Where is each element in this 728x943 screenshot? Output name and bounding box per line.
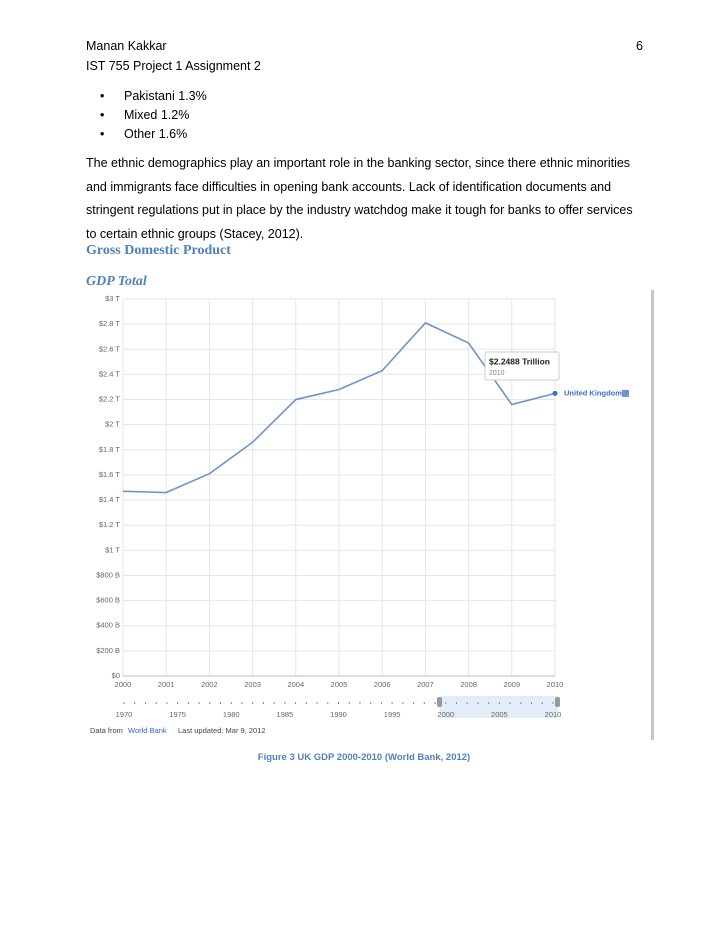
x-tick-label: 2010 bbox=[547, 680, 564, 689]
timeline-label: 2000 bbox=[437, 710, 454, 719]
timeline-label: 2010 bbox=[545, 710, 562, 719]
bullet-text: Pakistani 1.3% bbox=[124, 89, 207, 103]
x-tick-label: 2006 bbox=[374, 680, 391, 689]
y-tick-label: $400 B bbox=[96, 621, 120, 630]
timeline-handle bbox=[555, 697, 560, 707]
timeline-label: 1970 bbox=[116, 710, 133, 719]
y-tick-label: $2.8 T bbox=[99, 319, 121, 328]
x-tick-label: 2002 bbox=[201, 680, 218, 689]
heading: Gross Domestic Product bbox=[86, 243, 231, 258]
timeline-label: 1990 bbox=[330, 710, 347, 719]
bullet-text: Other 1.6% bbox=[124, 127, 188, 141]
subheading: GDP Total bbox=[86, 274, 147, 289]
tooltip: $2.2488 Trillion 2010 bbox=[484, 351, 560, 381]
y-tick-label: $1.2 T bbox=[99, 520, 121, 529]
y-tick-label: $600 B bbox=[96, 596, 120, 605]
y-tick-label: $2.6 T bbox=[99, 344, 121, 353]
scrollbar bbox=[651, 290, 654, 740]
y-tick-label: $1 T bbox=[105, 545, 120, 554]
x-tick-label: 2008 bbox=[460, 680, 477, 689]
point-marker bbox=[552, 390, 558, 396]
bullet-item: • Pakistani 1.3% bbox=[100, 89, 207, 103]
y-tick-label: $200 B bbox=[96, 646, 120, 655]
timeline-label: 1985 bbox=[277, 710, 294, 719]
timeline-label: 1995 bbox=[384, 710, 401, 719]
y-tick-label: $800 B bbox=[96, 570, 120, 579]
timeline-label: 1980 bbox=[223, 710, 240, 719]
y-tick-label: $2 T bbox=[105, 420, 120, 429]
bullet-item: • Mixed 1.2% bbox=[100, 108, 190, 122]
course: IST 755 Project 1 Assignment 2 bbox=[86, 59, 261, 73]
tooltip-box bbox=[484, 351, 560, 381]
timeline-label: 1975 bbox=[169, 710, 186, 719]
bullet-item: • Other 1.6% bbox=[100, 127, 188, 141]
timeline-label: 2005 bbox=[491, 710, 508, 719]
page-number: 6 bbox=[636, 39, 643, 53]
x-tick-label: 2000 bbox=[115, 680, 132, 689]
x-tick-label: 2004 bbox=[287, 680, 304, 689]
x-tick-label: 2005 bbox=[331, 680, 348, 689]
bullet-text: Mixed 1.2% bbox=[124, 108, 190, 122]
x-tick-label: 2003 bbox=[244, 680, 261, 689]
data-line bbox=[122, 321, 556, 494]
timeline-handle bbox=[437, 697, 442, 707]
tooltip-value: $2.2488 Trillion bbox=[489, 356, 550, 366]
author: Manan Kakkar bbox=[86, 39, 167, 53]
y-tick-label: $2.2 T bbox=[99, 395, 121, 404]
chart: $0 $200 B $400 B $600 B $800 B $1 T $1.2 T $1.4… bbox=[90, 290, 654, 740]
source-link: World Bank bbox=[128, 726, 167, 735]
source-prefix: Data from bbox=[90, 726, 123, 735]
y-tick-label: $1.4 T bbox=[99, 495, 121, 504]
y-tick-label: $1.6 T bbox=[99, 470, 121, 479]
x-tick-label: 2009 bbox=[503, 680, 520, 689]
y-tick-label: $3 T bbox=[105, 294, 120, 303]
y-tick-label: $1.8 T bbox=[99, 445, 121, 454]
legend-label: United Kingdom bbox=[564, 388, 622, 397]
legend-close bbox=[622, 389, 629, 397]
x-tick-label: 2001 bbox=[158, 680, 175, 689]
timeline-selection bbox=[440, 696, 558, 718]
tooltip-year: 2010 bbox=[489, 370, 505, 377]
y-tick-label: $0 bbox=[112, 671, 120, 680]
paragraph: The ethnic demographics play an importan… bbox=[86, 156, 633, 241]
caption: Figure 3 UK GDP 2000-2010 (World Bank, 2… bbox=[257, 752, 471, 763]
y-tick-label: $2.4 T bbox=[99, 369, 121, 378]
last-updated: Last updated: Mar 9, 2012 bbox=[178, 726, 266, 735]
x-tick-label: 2007 bbox=[417, 680, 434, 689]
